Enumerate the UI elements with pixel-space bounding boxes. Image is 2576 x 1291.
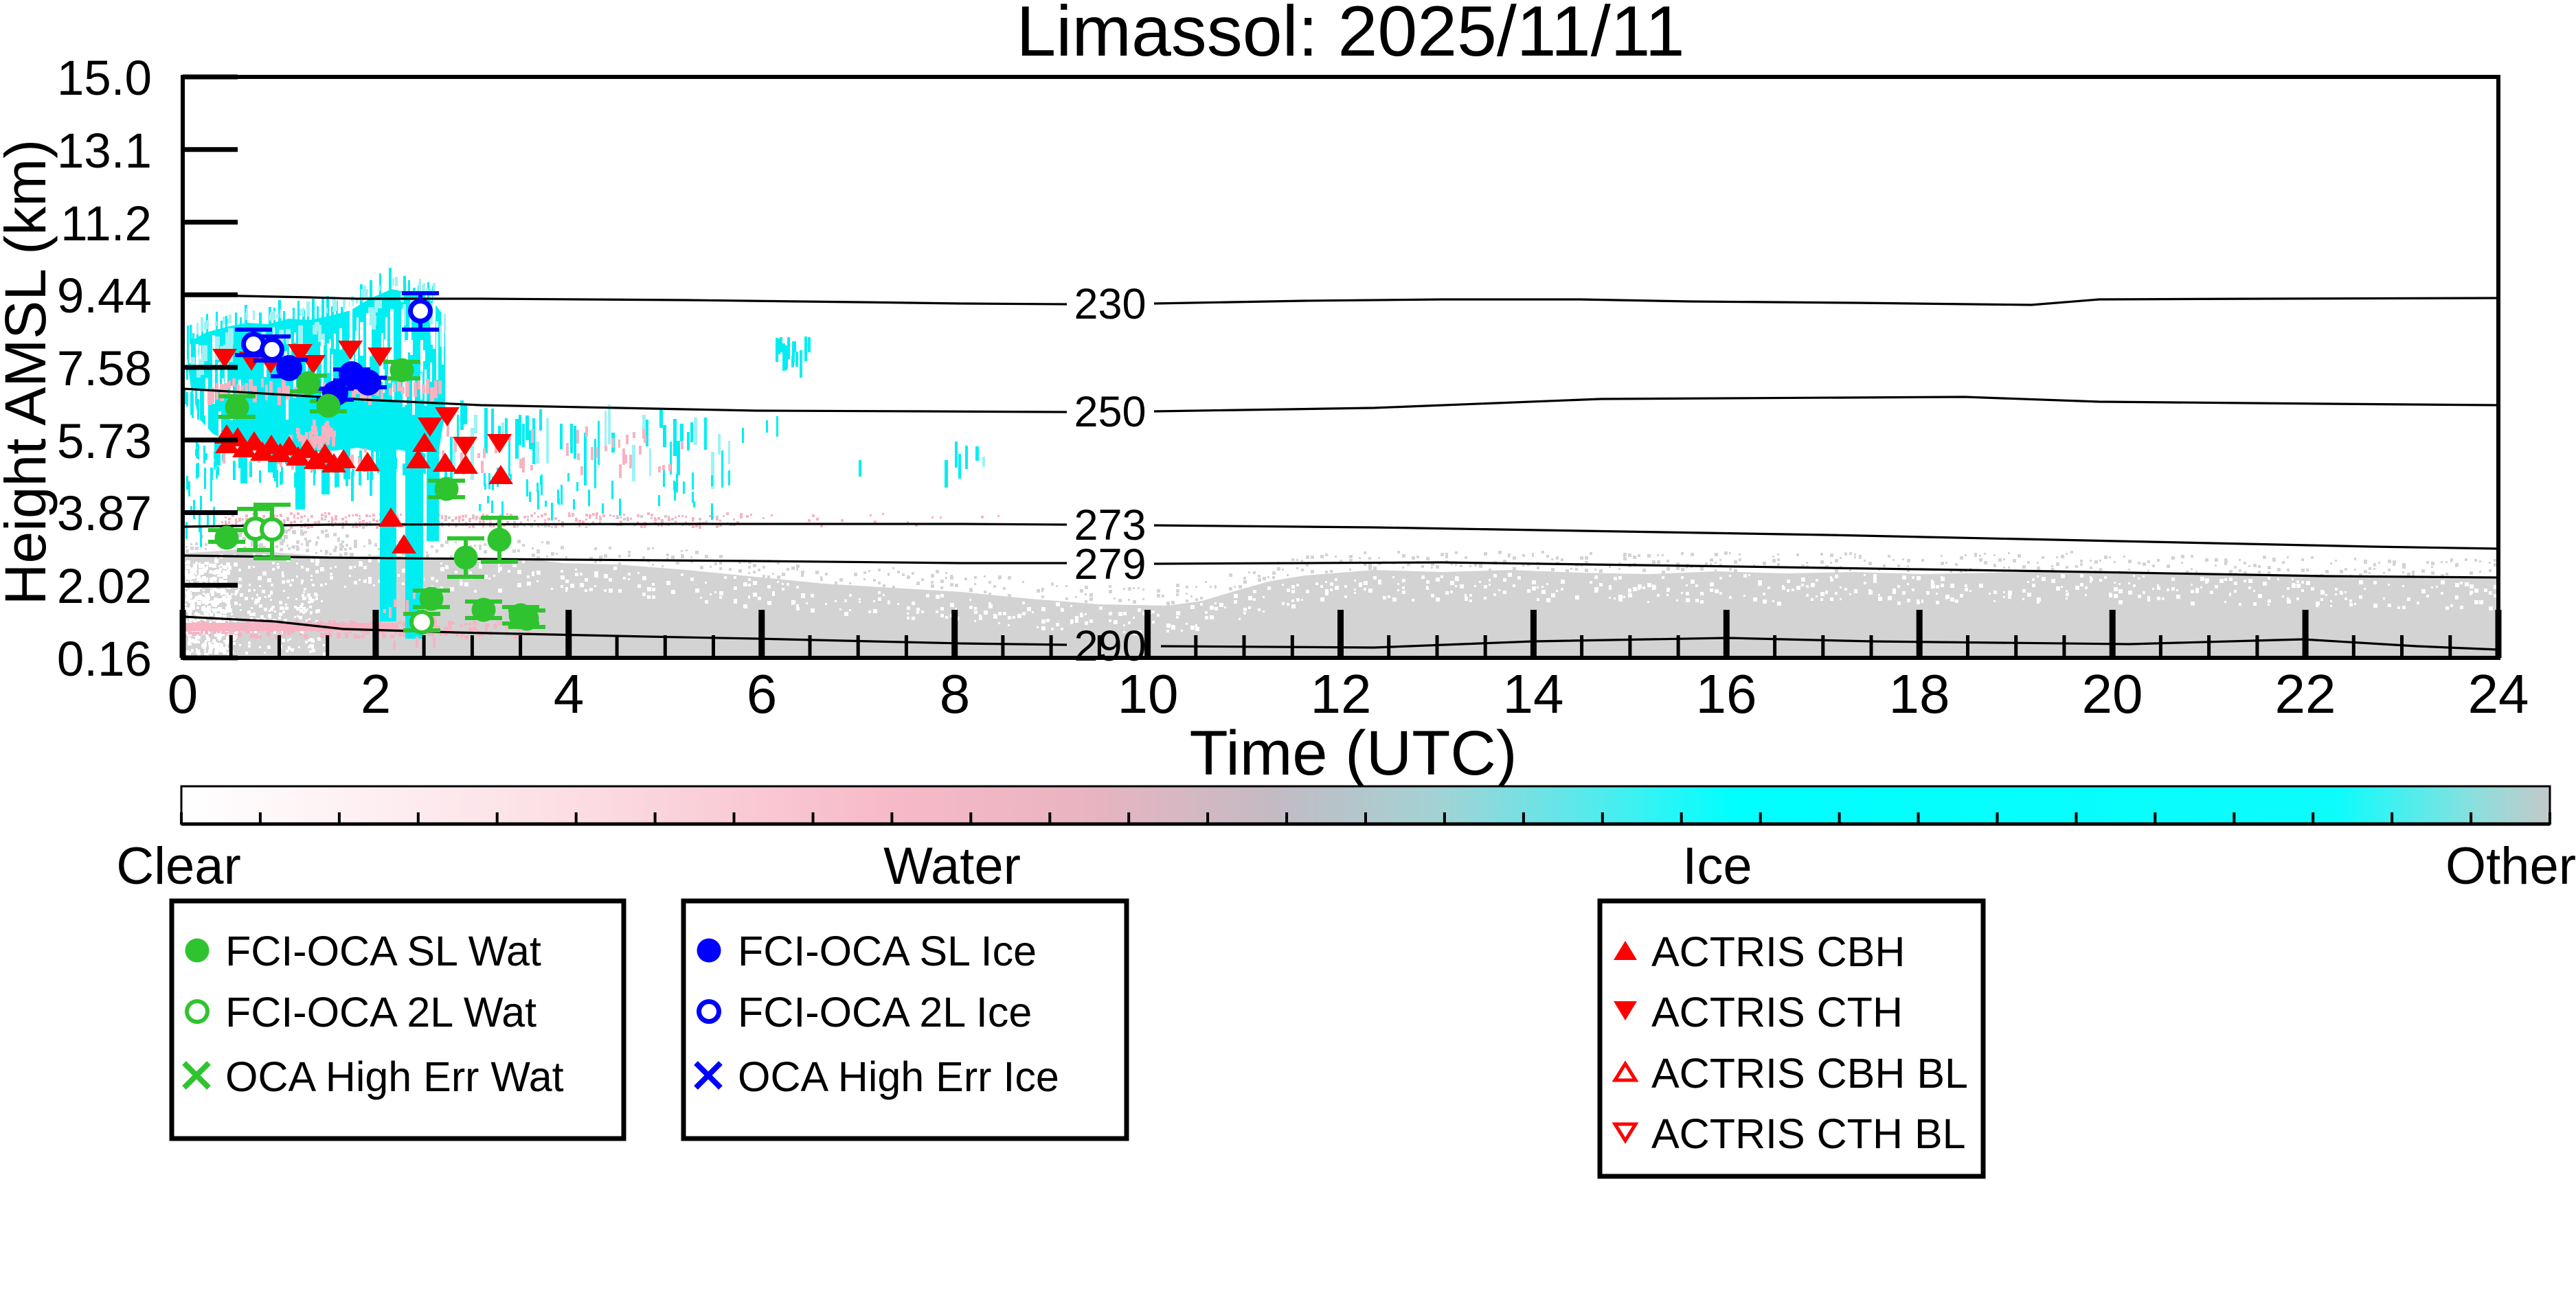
svg-text:Limassol: 2025/11/11: Limassol: 2025/11/11 — [1016, 0, 1684, 71]
svg-text:Ice: Ice — [1682, 837, 1752, 895]
svg-text:24: 24 — [2468, 663, 2529, 724]
svg-text:FCI-OCA SL Wat: FCI-OCA SL Wat — [225, 928, 541, 974]
svg-text:273: 273 — [1074, 501, 1146, 549]
svg-text:FCI-OCA 2L Ice: FCI-OCA 2L Ice — [738, 989, 1032, 1036]
svg-text:ACTRIS CBH BL: ACTRIS CBH BL — [1651, 1050, 1968, 1097]
svg-text:14: 14 — [1503, 663, 1564, 724]
svg-text:FCI-OCA SL Ice: FCI-OCA SL Ice — [738, 928, 1037, 974]
svg-text:22: 22 — [2275, 663, 2336, 724]
svg-text:18: 18 — [1889, 663, 1950, 724]
svg-text:20: 20 — [2082, 663, 2143, 724]
svg-text:Clear: Clear — [116, 837, 241, 895]
svg-text:230: 230 — [1074, 280, 1146, 328]
svg-text:Height AMSL (km): Height AMSL (km) — [0, 139, 58, 605]
svg-text:3.87: 3.87 — [57, 487, 152, 541]
svg-text:9.44: 9.44 — [57, 269, 152, 323]
svg-text:16: 16 — [1696, 663, 1757, 724]
svg-text:Other: Other — [2445, 837, 2576, 895]
svg-text:Time (UTC): Time (UTC) — [1190, 718, 1517, 788]
svg-text:OCA High Err Wat: OCA High Err Wat — [225, 1053, 564, 1100]
svg-text:OCA High Err Ice: OCA High Err Ice — [738, 1053, 1059, 1100]
svg-text:7.58: 7.58 — [57, 342, 152, 396]
svg-text:FCI-OCA 2L Wat: FCI-OCA 2L Wat — [225, 989, 536, 1036]
svg-text:250: 250 — [1074, 388, 1146, 436]
svg-text:12: 12 — [1311, 663, 1372, 724]
svg-text:ACTRIS CTH BL: ACTRIS CTH BL — [1651, 1110, 1966, 1157]
svg-text:15.0: 15.0 — [57, 52, 152, 106]
svg-text:Water: Water — [883, 837, 1021, 895]
svg-text:290: 290 — [1074, 622, 1146, 670]
svg-text:279: 279 — [1074, 540, 1146, 589]
svg-text:13.1: 13.1 — [57, 124, 152, 179]
svg-text:2.02: 2.02 — [57, 560, 152, 614]
svg-text:ACTRIS CBH: ACTRIS CBH — [1651, 928, 1905, 975]
svg-text:2: 2 — [361, 663, 392, 724]
svg-text:0: 0 — [168, 663, 199, 724]
svg-text:11.2: 11.2 — [60, 197, 152, 251]
svg-text:10: 10 — [1118, 663, 1179, 724]
svg-text:0.16: 0.16 — [57, 632, 152, 687]
svg-text:ACTRIS CTH: ACTRIS CTH — [1651, 989, 1903, 1036]
svg-text:6: 6 — [747, 663, 778, 724]
svg-text:5.73: 5.73 — [57, 415, 152, 469]
svg-text:8: 8 — [940, 663, 971, 724]
svg-text:4: 4 — [554, 663, 585, 724]
